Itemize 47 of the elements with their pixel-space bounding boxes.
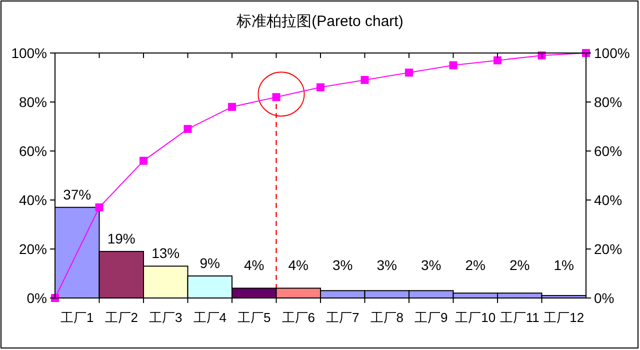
x-tick-label: 工厂4	[193, 310, 226, 325]
x-tick-label: 工厂6	[282, 310, 315, 325]
x-tick-label: 工厂1	[60, 310, 94, 325]
y-tick-label: 40%	[18, 192, 47, 208]
x-tick-label: 工厂5	[238, 310, 271, 325]
point	[272, 93, 280, 102]
point	[184, 124, 192, 133]
y-tick-label: 20%	[18, 241, 47, 257]
y-tick-label: 0%	[26, 290, 47, 306]
y2-tick-label: 100%	[594, 45, 630, 61]
y2-tick-label: 60%	[594, 143, 622, 159]
x-tick-label: 工厂11	[500, 310, 540, 325]
x-tick-label: 工厂8	[370, 310, 404, 325]
point	[405, 68, 413, 77]
data-label: 19%	[107, 230, 136, 246]
y2-tick-label: 40%	[594, 192, 622, 208]
data-label: 4%	[288, 257, 308, 273]
y-tick-label: 60%	[18, 143, 47, 159]
data-label: 9%	[200, 254, 220, 271]
data-label: 2%	[465, 257, 486, 273]
data-label: 3%	[332, 257, 353, 273]
chart-title: 标准柏拉图(Pareto chart)	[236, 13, 404, 30]
x-tick-label: 工厂9	[414, 310, 448, 325]
x-tick-label: 工厂2	[104, 310, 138, 325]
y2-tick-label: 20%	[594, 241, 622, 257]
point	[95, 203, 104, 212]
point	[449, 61, 458, 70]
x-tick-label: 工厂7	[326, 310, 360, 325]
data-label: 2%	[510, 257, 530, 273]
point	[316, 83, 324, 92]
x-tick-label: 工厂3	[149, 310, 182, 325]
point	[360, 76, 369, 84]
x-tick-label: 工厂12	[544, 310, 584, 325]
data-label: 1%	[554, 257, 574, 273]
data-label: 3%	[376, 257, 397, 273]
y-tick-label: 80%	[18, 94, 47, 110]
y2-tick-label: 80%	[594, 94, 622, 110]
data-label: 13%	[152, 245, 180, 262]
point	[228, 102, 236, 111]
data-label: 37%	[63, 186, 92, 202]
x-tick-label: 工厂10	[455, 310, 496, 325]
point	[494, 56, 502, 64]
y2-tick-label: 0%	[594, 290, 614, 306]
data-label: 4%	[244, 257, 264, 273]
y-tick-label: 100%	[11, 45, 47, 61]
data-label: 3%	[421, 257, 442, 273]
point	[140, 156, 148, 165]
